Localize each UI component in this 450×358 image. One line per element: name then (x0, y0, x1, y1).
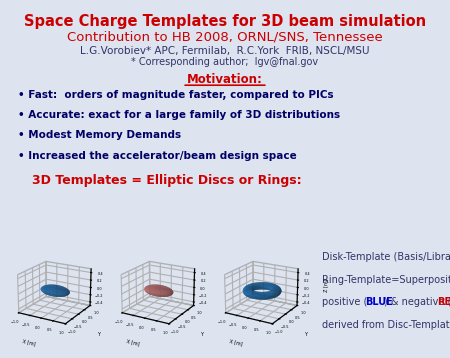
Y-axis label: Y: Y (200, 332, 203, 337)
X-axis label: X [m]: X [m] (229, 339, 243, 347)
Text: Motivation:: Motivation: (187, 73, 263, 86)
Text: positive (: positive ( (322, 297, 367, 308)
Text: RED: RED (437, 297, 450, 308)
Text: Ring-Template=Superposition of: Ring-Template=Superposition of (322, 275, 450, 285)
Text: * Corresponding author;  lgv@fnal.gov: * Corresponding author; lgv@fnal.gov (131, 57, 319, 67)
Text: 3D Templates = Elliptic Discs or Rings:: 3D Templates = Elliptic Discs or Rings: (32, 174, 302, 187)
Text: Space Charge Templates for 3D beam simulation: Space Charge Templates for 3D beam simul… (24, 14, 426, 29)
Text: Contribution to HB 2008, ORNL/SNS, Tennessee: Contribution to HB 2008, ORNL/SNS, Tenne… (67, 30, 383, 43)
Text: L.G.Vorobiev* APC, Fermilab,  R.C.York  FRIB, NSCL/MSU: L.G.Vorobiev* APC, Fermilab, R.C.York FR… (80, 46, 370, 56)
Text: • Fast:  orders of magnitude faster, compared to PICs: • Fast: orders of magnitude faster, comp… (18, 90, 333, 100)
Text: BLUE: BLUE (365, 297, 393, 308)
Text: • Accurate: exact for a large family of 3D distributions: • Accurate: exact for a large family of … (18, 110, 340, 120)
Text: derived from Disc-Templates: derived from Disc-Templates (322, 320, 450, 330)
Text: ) & negative (: ) & negative ( (384, 297, 450, 308)
X-axis label: X [m]: X [m] (126, 339, 140, 347)
Text: Disk-Template (Basis/Library): Disk-Template (Basis/Library) (322, 252, 450, 262)
Y-axis label: Y: Y (304, 332, 307, 337)
X-axis label: X [m]: X [m] (22, 339, 36, 347)
Text: • Increased the accelerator/beam design space: • Increased the accelerator/beam design … (18, 151, 297, 161)
Text: • Modest Memory Demands: • Modest Memory Demands (18, 130, 181, 140)
Y-axis label: Y: Y (97, 332, 100, 337)
